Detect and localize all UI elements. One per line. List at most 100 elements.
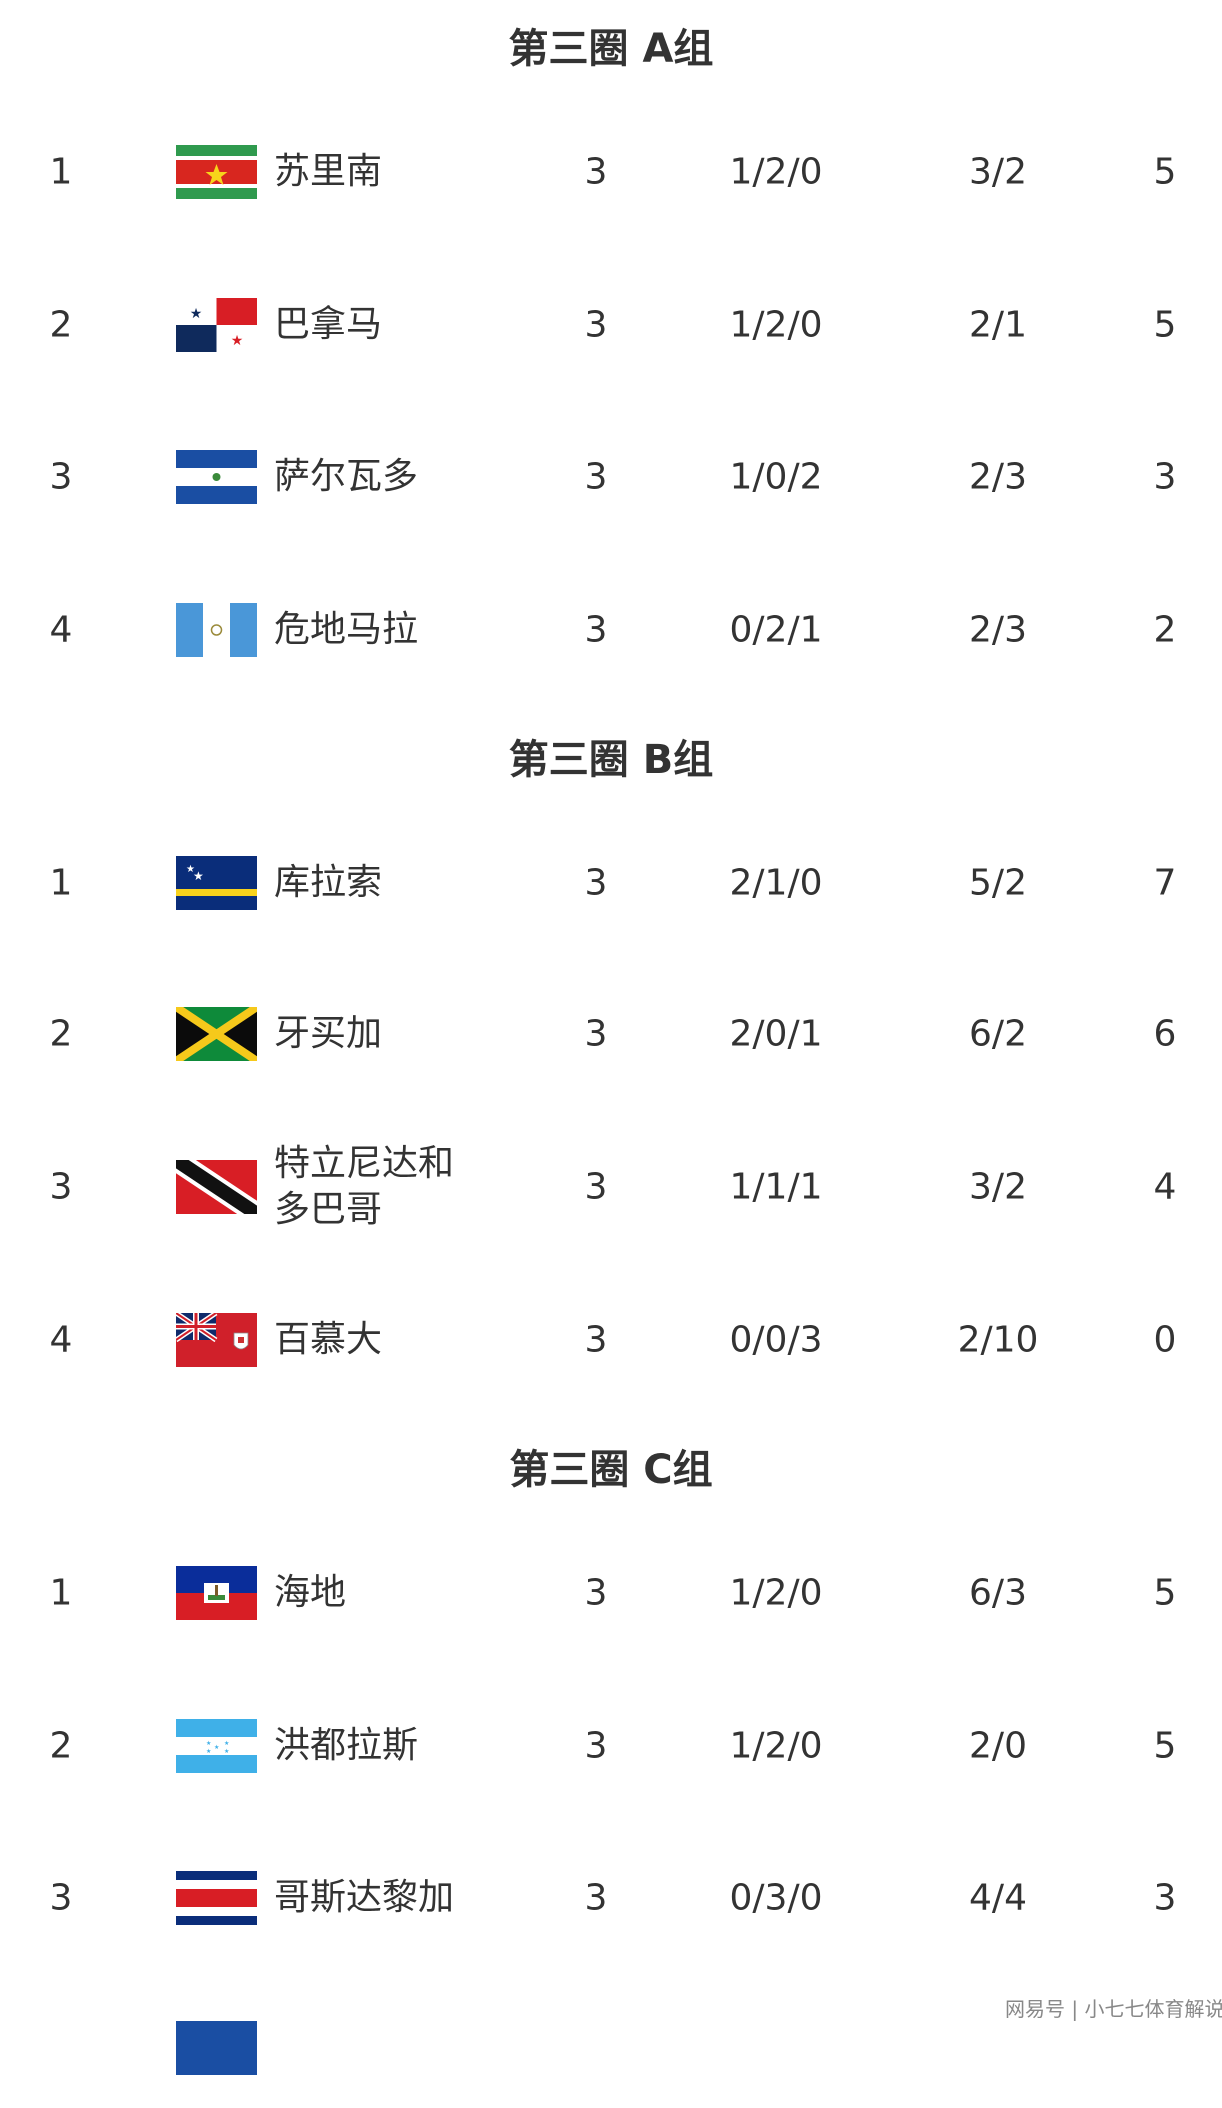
rank-cell: 4: [49, 1319, 73, 1361]
wdl-cell: 1/1/1: [729, 1166, 823, 1208]
points-cell: 5: [1153, 1572, 1177, 1614]
svg-text:★: ★: [190, 306, 203, 322]
svg-text:★: ★: [224, 1748, 229, 1755]
haiti-flag-icon: [176, 1566, 257, 1620]
team-name: 海地: [274, 1572, 347, 1613]
rank-cell: 3: [49, 456, 73, 498]
rank-cell: 2: [49, 1725, 73, 1767]
goals-cell: 2/10: [957, 1319, 1039, 1361]
wdl-cell: 1/2/0: [729, 1725, 823, 1767]
played-cell: 3: [584, 1877, 608, 1919]
team-name: 危地马拉: [274, 609, 419, 650]
rank-cell: 1: [49, 1572, 73, 1614]
svg-text:★: ★: [214, 1744, 219, 1751]
wdl-cell: 1/2/0: [729, 304, 823, 346]
points-cell: 2: [1153, 609, 1177, 651]
svg-text:★: ★: [206, 1748, 211, 1755]
table-row: 3 3 0/3/0 4/4 3 哥斯达黎加: [0, 1838, 1222, 1958]
svg-text:★: ★: [193, 869, 204, 883]
svg-text:★: ★: [231, 333, 244, 349]
team-name: 牙买加: [274, 1013, 383, 1054]
points-cell: 7: [1153, 862, 1177, 904]
points-cell: 4: [1153, 1166, 1177, 1208]
table-row: 3 3 1/0/2 2/3 3 萨尔瓦多: [0, 417, 1222, 537]
rank-cell: 3: [49, 1166, 73, 1208]
played-cell: 3: [584, 1013, 608, 1055]
points-cell: 3: [1153, 1877, 1177, 1919]
team-name: 洪都拉斯: [274, 1725, 419, 1766]
played-cell: 3: [584, 1319, 608, 1361]
played-cell: 3: [584, 151, 608, 193]
played-cell: 3: [584, 456, 608, 498]
wdl-cell: 0/3/0: [729, 1877, 823, 1919]
team-name: 哥斯达黎加: [274, 1877, 455, 1918]
team-name: 特立尼达和多巴哥: [274, 1143, 455, 1230]
honduras-flag-icon: ★ ★ ★ ★ ★: [176, 1719, 257, 1773]
bermuda-flag-icon: [176, 1313, 257, 1367]
played-cell: 3: [584, 1166, 608, 1208]
rank-cell: 4: [49, 609, 73, 651]
guatemala-flag-icon: [176, 603, 257, 657]
trinidad-and-tobago-flag-icon: [176, 1160, 257, 1214]
points-cell: 3: [1153, 456, 1177, 498]
wdl-cell: 0/2/1: [729, 609, 823, 651]
points-cell: 5: [1153, 1725, 1177, 1767]
played-cell: 3: [584, 609, 608, 651]
wdl-cell: 1/2/0: [729, 151, 823, 193]
table-row: 3 3 1/1/1 3/2 4 特立尼达和多巴哥: [0, 1127, 1222, 1247]
played-cell: 3: [584, 304, 608, 346]
points-cell: 5: [1153, 304, 1177, 346]
goals-cell: 5/2: [969, 862, 1027, 904]
goals-cell: 6/3: [969, 1572, 1027, 1614]
team-name: 萨尔瓦多: [274, 456, 419, 497]
watermark: 网易号 | 小七七体育解说: [1005, 1997, 1222, 2021]
played-cell: 3: [584, 1725, 608, 1767]
goals-cell: 2/1: [969, 304, 1027, 346]
goals-cell: 6/2: [969, 1013, 1027, 1055]
goals-cell: 3/2: [969, 1166, 1027, 1208]
wdl-cell: 2/1/0: [729, 862, 823, 904]
wdl-cell: 1/2/0: [729, 1572, 823, 1614]
el-salvador-flag-icon: [176, 450, 257, 504]
rank-cell: 1: [49, 862, 73, 904]
rank-cell: 3: [49, 1877, 73, 1919]
curacao-flag-icon: ★ ★: [176, 856, 257, 910]
table-row: 4 3 0/2/1 2/3 2 危地马拉: [0, 570, 1222, 690]
group-title: 第三圈 B组: [508, 737, 714, 783]
team-name: 苏里南: [274, 151, 383, 192]
wdl-cell: 2/0/1: [729, 1013, 823, 1055]
points-cell: 6: [1153, 1013, 1177, 1055]
team-name: 库拉索: [274, 862, 383, 903]
table-row: 2 3 2/0/1 6/2 6 牙买加: [0, 974, 1222, 1094]
played-cell: 3: [584, 862, 608, 904]
svg-text:★: ★: [224, 1740, 229, 1747]
points-cell: 5: [1153, 151, 1177, 193]
group-title: 第三圈 C组: [509, 1447, 713, 1493]
svg-text:★: ★: [206, 1740, 211, 1747]
table-row: 1 3 2/1/0 5/2 7 ★ ★ 库拉索: [0, 823, 1222, 943]
goals-cell: 3/2: [969, 151, 1027, 193]
table-row: 2 3 1/2/0 2/1 5 ★ ★ 巴拿马: [0, 265, 1222, 385]
team-name: 巴拿马: [274, 304, 383, 345]
wdl-cell: 0/0/3: [729, 1319, 823, 1361]
table-row: 1 3 1/2/0 6/3 5 海地: [0, 1533, 1222, 1653]
table-row: 1 3 1/2/0 3/2 5 苏里南: [0, 112, 1222, 232]
rank-cell: 2: [49, 1013, 73, 1055]
wdl-cell: 1/0/2: [729, 456, 823, 498]
table-row: 4 3 0/0/3 2/10 0 百慕大: [0, 1280, 1222, 1400]
rank-cell: 1: [49, 151, 73, 193]
suriname-flag-icon: [176, 145, 257, 199]
costa-rica-flag-icon: [176, 1871, 257, 1925]
panama-flag-icon: ★ ★: [176, 298, 257, 352]
table-row: 2 3 1/2/0 2/0 5 ★ ★ ★ ★ ★ 洪都拉斯: [0, 1686, 1222, 1806]
blue-partial-flag-icon: [176, 2021, 257, 2075]
goals-cell: 2/0: [969, 1725, 1027, 1767]
played-cell: 3: [584, 1572, 608, 1614]
rank-cell: 2: [49, 304, 73, 346]
group-title: 第三圈 A组: [508, 26, 714, 72]
svg-text:★: ★: [186, 864, 195, 875]
goals-cell: 2/3: [969, 609, 1027, 651]
team-name: 百慕大: [274, 1319, 383, 1360]
points-cell: 0: [1153, 1319, 1177, 1361]
goals-cell: 4/4: [969, 1877, 1027, 1919]
